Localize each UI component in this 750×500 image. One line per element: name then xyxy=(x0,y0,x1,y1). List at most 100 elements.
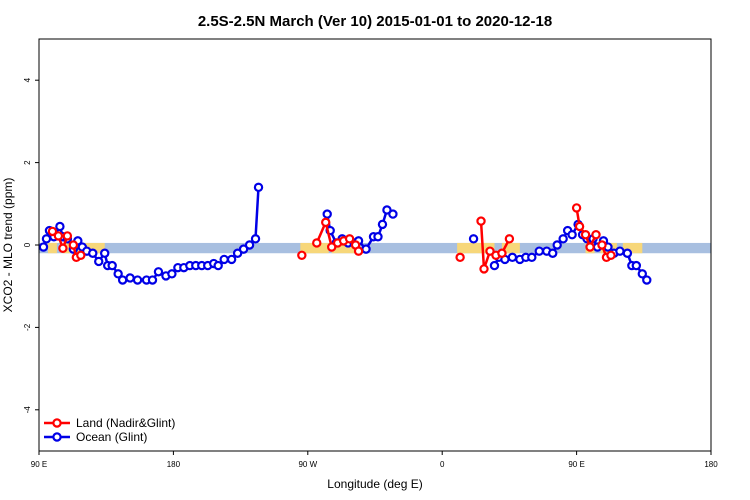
x-tick-label: 90 E xyxy=(568,460,584,469)
series-lines xyxy=(38,182,652,285)
data-point xyxy=(552,240,562,250)
x-tick-label: 90 E xyxy=(31,460,47,469)
land-band-segment xyxy=(501,242,520,254)
data-point xyxy=(58,243,68,253)
reference-band xyxy=(39,242,711,254)
data-point xyxy=(567,229,577,240)
y-tick-label: 0 xyxy=(23,242,32,247)
x-tick-label: 90 W xyxy=(298,460,317,469)
data-point xyxy=(53,231,64,241)
data-point xyxy=(41,234,52,244)
data-point xyxy=(38,242,49,252)
data-point xyxy=(527,252,537,263)
data-point xyxy=(534,246,544,256)
y-axis-label: XCO2 - MLO trend (ppm) xyxy=(1,178,15,313)
series-line xyxy=(42,187,260,282)
data-point xyxy=(353,246,364,256)
data-point xyxy=(344,234,355,244)
y-tick-label: -2 xyxy=(23,323,32,331)
series-ocean xyxy=(38,182,652,285)
x-axis: 90 E 180 90 W 0 90 E 180 xyxy=(31,451,718,469)
land-band-segment xyxy=(85,242,105,254)
y-tick-label: 4 xyxy=(23,77,32,82)
data-point xyxy=(468,234,479,244)
data-point xyxy=(507,252,518,263)
data-point xyxy=(571,203,582,213)
data-point xyxy=(326,242,337,252)
data-point xyxy=(585,242,595,252)
series-land xyxy=(47,216,515,274)
land-band-segment xyxy=(300,242,329,254)
legend-marker xyxy=(52,432,62,442)
data-point xyxy=(574,221,585,232)
data-point xyxy=(455,252,465,263)
data-point xyxy=(167,269,177,279)
data-point xyxy=(591,229,601,240)
land-band-segment xyxy=(331,242,358,254)
chart-title: 2.5S-2.5N March (Ver 10) 2015-01-01 to 2… xyxy=(198,13,552,30)
data-point xyxy=(253,182,264,193)
data-point xyxy=(62,231,73,241)
data-point xyxy=(238,244,249,254)
data-point xyxy=(94,256,104,267)
data-point xyxy=(250,234,261,244)
data-point xyxy=(485,246,495,256)
data-point xyxy=(219,254,229,265)
land-band-segment xyxy=(47,242,57,254)
data-point xyxy=(132,275,143,285)
data-point xyxy=(373,232,383,242)
data-point xyxy=(147,275,158,285)
legend: Land (Nadir&Glint)Ocean (Glint) xyxy=(44,416,175,444)
data-point xyxy=(226,254,237,265)
data-point xyxy=(100,248,110,258)
data-point xyxy=(642,275,652,285)
data-point xyxy=(622,248,633,258)
y-axis: -4 -2 0 2 4 xyxy=(23,77,39,413)
data-point xyxy=(558,234,568,244)
x-tick-label: 180 xyxy=(167,460,181,469)
data-point xyxy=(153,267,164,277)
data-point xyxy=(297,250,307,260)
data-point xyxy=(631,260,642,271)
data-point xyxy=(476,216,486,226)
data-point xyxy=(606,250,616,260)
y-tick-label: -4 xyxy=(23,406,32,414)
data-point xyxy=(232,248,243,258)
land-band-segment xyxy=(622,242,643,254)
legend-label: Land (Nadir&Glint) xyxy=(76,416,175,430)
land-band-segment xyxy=(457,242,495,254)
data-point xyxy=(322,209,332,219)
data-point xyxy=(361,244,371,254)
data-point xyxy=(312,238,322,248)
data-point xyxy=(68,240,79,250)
data-point xyxy=(388,209,398,219)
data-point xyxy=(489,260,500,271)
data-point xyxy=(213,260,223,271)
data-point xyxy=(55,221,65,232)
data-point xyxy=(615,246,625,256)
data-point xyxy=(244,240,255,250)
data-point xyxy=(479,264,489,274)
data-point xyxy=(88,248,98,258)
x-axis-label: Longitude (deg E) xyxy=(327,477,422,491)
data-point xyxy=(497,248,507,258)
series-land xyxy=(571,203,616,263)
data-point xyxy=(117,275,128,285)
data-point xyxy=(377,219,388,230)
data-point xyxy=(47,226,58,237)
legend-marker xyxy=(52,418,62,428)
data-point xyxy=(504,234,515,244)
legend-label: Ocean (Glint) xyxy=(76,430,147,444)
data-point xyxy=(597,240,607,250)
data-point xyxy=(113,269,123,279)
x-tick-label: 180 xyxy=(704,460,718,469)
y-tick-label: 2 xyxy=(23,160,32,165)
data-point xyxy=(382,205,392,215)
data-point xyxy=(580,229,591,240)
data-point xyxy=(125,273,135,283)
x-tick-label: 0 xyxy=(440,460,445,469)
data-point xyxy=(321,217,331,228)
data-point xyxy=(107,260,117,271)
data-point xyxy=(76,250,86,260)
